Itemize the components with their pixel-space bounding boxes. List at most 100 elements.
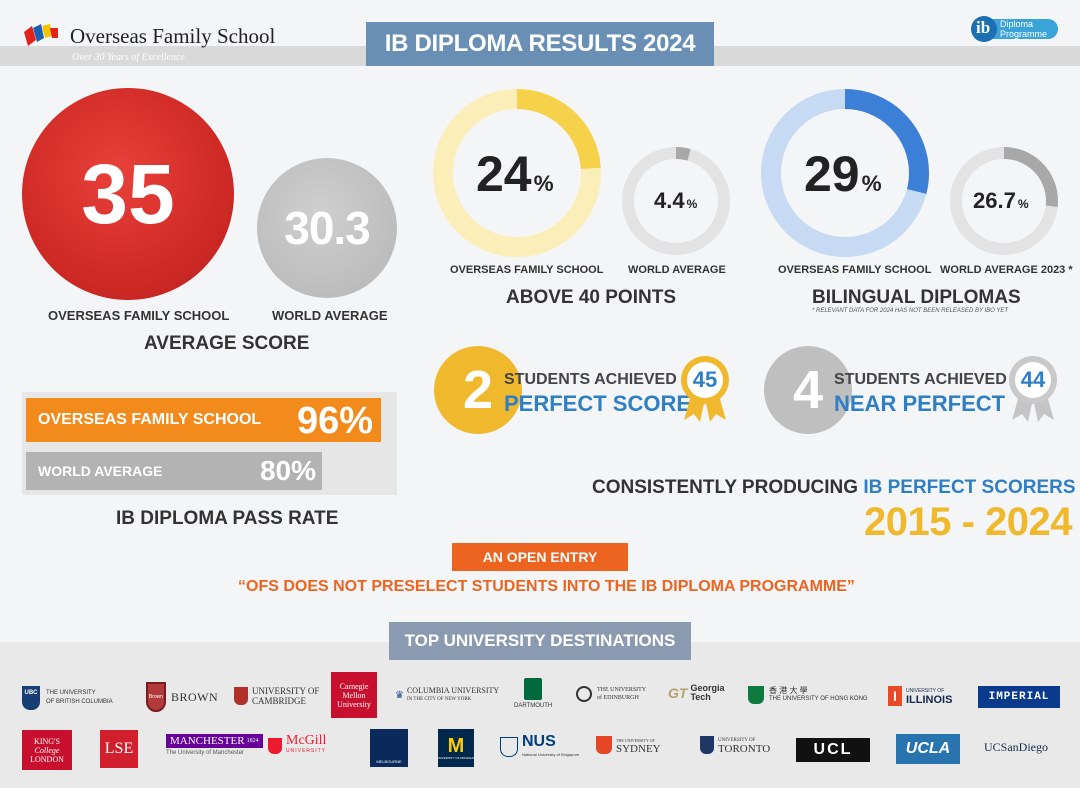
uni-imperial: IMPERIAL	[978, 686, 1060, 708]
uni-ucla: UCLA	[896, 734, 960, 764]
gold-ribbon-icon	[681, 356, 729, 422]
lse-name: LSE	[104, 740, 134, 757]
open-entry-quote: “OFS DOES NOT PRESELECT STUDENTS INTO TH…	[238, 578, 855, 595]
dartmouth-name: DARTMOUTH	[514, 703, 553, 709]
world-above40-number: 4.4	[654, 188, 685, 213]
perfect-line2: PERFECT SCORE	[504, 391, 692, 416]
nus-sub: National University of Singapore	[522, 752, 580, 757]
ib-logo-icon	[971, 16, 1058, 42]
world-pass-bar: WORLD AVERAGE 80%	[26, 452, 322, 490]
uni-melbourne: MELBOURNE	[370, 729, 408, 767]
perfect-count: 2	[462, 360, 494, 420]
ofs-pass-value: 96%	[296, 400, 373, 442]
toronto-sub: UNIVERSITY OF	[718, 738, 756, 743]
world-pass-label: WORLD AVERAGE	[38, 463, 163, 479]
world-bilingual-unit: %	[1017, 197, 1029, 211]
mcgill-crest-icon	[268, 738, 282, 754]
uni-toronto: UNIVERSITY OF TORONTO	[700, 736, 770, 755]
near-perfect-line1: STUDENTS ACHIEVED	[834, 371, 1007, 388]
nus-name: NUS	[522, 733, 556, 750]
ofs-bilingual-value: 29%	[804, 145, 882, 203]
world-bilingual-value: 26.7%	[973, 188, 1029, 214]
nus-crest-icon	[500, 736, 518, 757]
uni-edinburgh: THE UNIVERSITY of EDINBURGH	[576, 686, 646, 702]
ofs-bilingual-unit: %	[861, 171, 882, 196]
near-perfect-count: 4	[792, 360, 824, 420]
kings-line3: LONDON	[30, 754, 64, 764]
dartmouth-tree-icon	[524, 678, 543, 700]
ofs-bilingual-donut	[761, 89, 929, 257]
cmu-line2: Mellon	[342, 690, 366, 700]
near-perfect-line2: NEAR PERFECT	[834, 391, 1006, 416]
world-average-label: WORLD AVERAGE	[272, 308, 388, 323]
manchester-year: 1824	[246, 738, 259, 744]
brown-crest-icon: Brown	[146, 682, 166, 712]
pass-rate-title: IB DIPLOMA PASS RATE	[116, 508, 339, 529]
world-bilingual-donut	[950, 147, 1058, 255]
gt-line1: Georgia	[690, 683, 725, 693]
school-name: Overseas Family School	[70, 24, 276, 48]
toronto-crest-icon	[700, 736, 714, 754]
school-logo-icon	[24, 24, 58, 46]
uni-carnegie-mellon: Carnegie Mellon University	[331, 672, 377, 718]
uni-hku: 香 港 大 學 THE UNIVERSITY OF HONG KONG	[748, 686, 868, 704]
ofs-above40-label: OVERSEAS FAMILY SCHOOL	[450, 264, 604, 276]
world-above40-label: WORLD AVERAGE	[628, 264, 726, 276]
years-range: 2015 - 2024	[864, 500, 1073, 544]
ofs-above40-value: 24%	[476, 145, 554, 203]
silver-ribbon-icon	[1009, 356, 1057, 422]
gt-line2: Tech	[690, 692, 711, 702]
ib-logo-line2: Programme	[1000, 29, 1048, 39]
illinois-mark: I	[893, 688, 897, 704]
ubc-crest-text: UBC	[24, 690, 38, 696]
ib-diploma-logo: ib Diploma Programme	[970, 14, 1062, 44]
above40-title: ABOVE 40 POINTS	[506, 287, 676, 308]
world-average-circle: 30.3	[257, 158, 397, 298]
columbia-crown-icon: ♛	[395, 689, 404, 701]
perfect-count-circle: 2	[434, 346, 522, 434]
illinois-i-icon: I	[888, 686, 902, 706]
ofs-above40-number: 24	[476, 146, 532, 202]
school-tagline: Over 30 Years of Excellence	[72, 52, 185, 63]
uni-ubc: UBC THE UNIVERSITY OF BRITISH COLUMBIA	[22, 686, 113, 710]
hku-line2: THE UNIVERSITY OF HONG KONG	[769, 696, 868, 702]
ucl-name: UCL	[813, 741, 853, 758]
ubc-line2: OF BRITISH COLUMBIA	[46, 699, 113, 705]
sydney-crest-icon	[596, 736, 612, 754]
uni-illinois: I UNIVERSITY OF ILLINOIS	[888, 686, 952, 706]
uni-brown: Brown BROWN	[146, 682, 218, 712]
ofs-average-value: 35	[81, 146, 175, 241]
kings-line1: KING'S	[34, 736, 60, 746]
illinois-line2: ILLINOIS	[906, 694, 953, 706]
edinburgh-crest-icon	[576, 686, 592, 702]
cambridge-line2: CAMBRIDGE	[252, 696, 307, 706]
ubc-line1: THE UNIVERSITY	[46, 690, 96, 696]
world-bilingual-number: 26.7	[973, 188, 1016, 213]
ofs-above40-donut	[433, 89, 601, 257]
uni-mcgill: McGill UNIVERSITY	[268, 733, 327, 756]
ofs-bilingual-label: OVERSEAS FAMILY SCHOOL	[778, 264, 932, 276]
ucsd-name: UCSanDiego	[984, 740, 1048, 754]
consistent-highlight: IB PERFECT SCORERS	[863, 477, 1076, 498]
page-title: IB DIPLOMA RESULTS 2024	[366, 22, 714, 66]
uni-dartmouth: DARTMOUTH	[514, 678, 552, 709]
uni-uc-san-diego: UCSanDiego	[984, 740, 1048, 755]
universities-title: TOP UNIVERSITY DESTINATIONS	[389, 622, 691, 660]
world-bilingual-label: WORLD AVERAGE 2023 *	[940, 264, 1073, 276]
kings-line2: College	[34, 745, 60, 755]
consistent-statement: CONSISTENTLY PRODUCING IB PERFECT SCORER…	[592, 477, 1076, 499]
world-average-value: 30.3	[284, 202, 371, 254]
uni-michigan: M UNIVERSITY OF MICHIGAN	[437, 729, 475, 767]
ofs-pass-bar: OVERSEAS FAMILY SCHOOL 96%	[26, 398, 381, 442]
uni-georgia-tech: GT Georgia Tech	[668, 684, 724, 702]
ofs-above40-unit: %	[533, 171, 554, 196]
uni-columbia: ♛ COLUMBIA UNIVERSITY IN THE CITY OF NEW…	[395, 686, 499, 704]
mcgill-name: McGill	[286, 733, 327, 748]
cmu-line1: Carnegie	[339, 681, 369, 691]
world-pass-value: 80%	[259, 455, 316, 486]
ib-logo-line1: Diploma	[1000, 19, 1034, 29]
hku-line1: 香 港 大 學	[769, 686, 808, 695]
manchester-name: MANCHESTER	[170, 735, 245, 747]
brown-crest-text: Brown	[148, 694, 164, 700]
columbia-line2: IN THE CITY OF NEW YORK	[406, 697, 472, 702]
